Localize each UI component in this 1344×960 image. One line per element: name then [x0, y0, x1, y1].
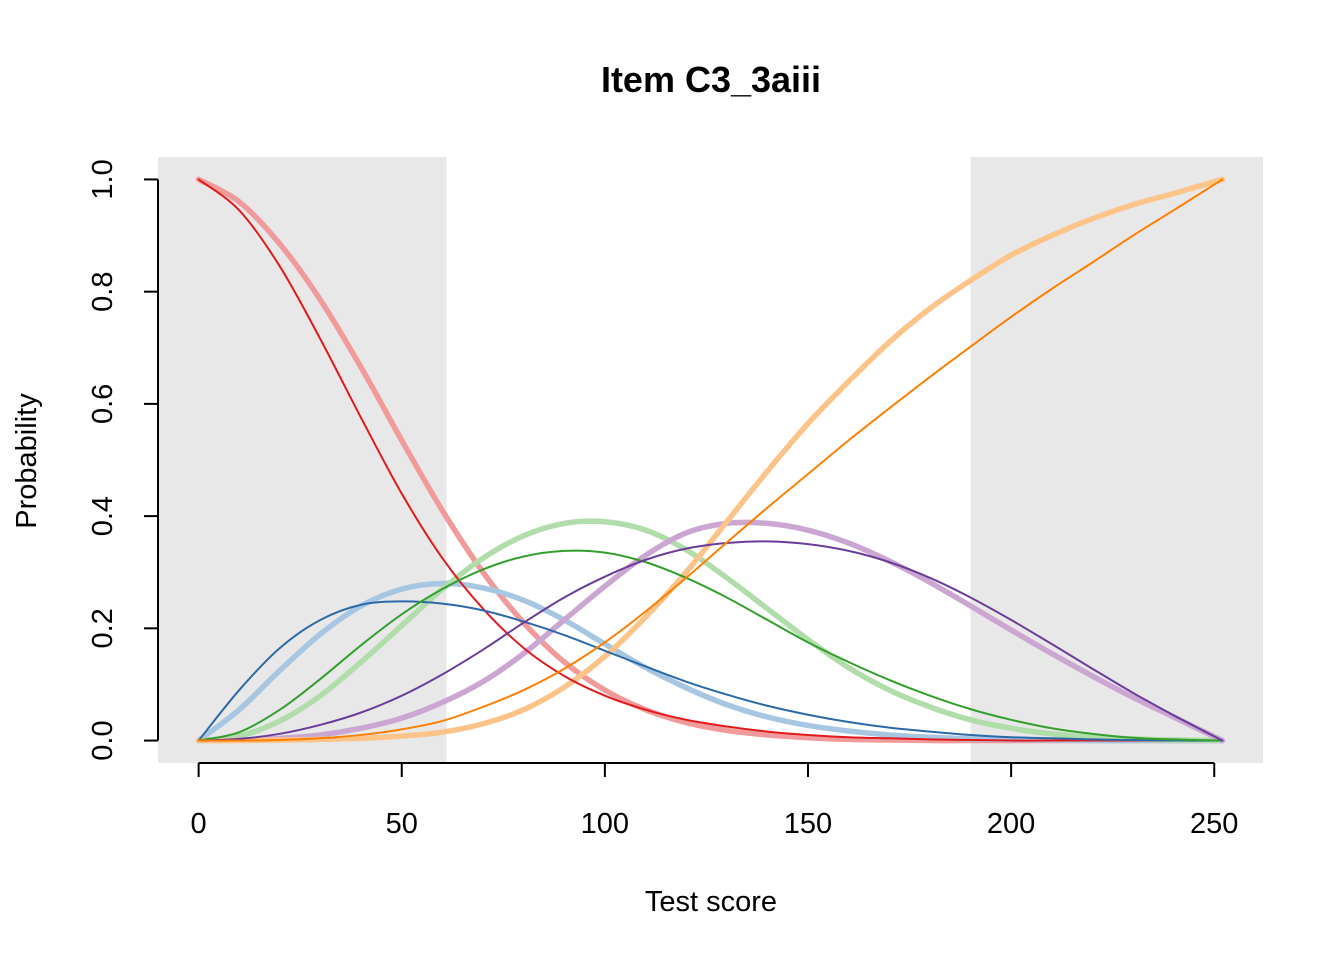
y-tick-label-0: 0.0	[87, 720, 119, 760]
series-line-7	[197, 540, 1224, 742]
x-tick-label-1: 50	[386, 808, 418, 840]
series-line-5	[197, 549, 1224, 742]
series-line-9	[197, 178, 1224, 742]
x-tick-label-3: 150	[784, 808, 832, 840]
series-line-6	[195, 519, 1226, 744]
x-tick-label-4: 200	[987, 808, 1035, 840]
y-tick-label-2: 0.4	[87, 496, 119, 536]
y-tick-label-4: 0.8	[87, 272, 119, 312]
series-line-1	[197, 178, 1224, 742]
shaded-region-0	[158, 157, 447, 763]
series-line-3	[197, 600, 1224, 742]
x-tick-label-0: 0	[191, 808, 207, 840]
axes: 0 50 100 150 200 250 0.0 0.2 0.4 0.6 0.8 1.0	[87, 159, 1238, 840]
y-axis-label: Probability	[11, 393, 43, 529]
shaded-regions	[158, 157, 1263, 763]
y-tick-label-1: 0.2	[87, 608, 119, 648]
chart-title: Item C3_3aiii	[601, 59, 821, 100]
x-tick-label-5: 250	[1190, 808, 1238, 840]
x-axis-label: Test score	[645, 886, 777, 918]
shaded-region-1	[970, 157, 1263, 763]
series-line-4	[195, 518, 1226, 744]
y-tick-label-5: 1.0	[87, 159, 119, 199]
y-tick-label-3: 0.6	[87, 384, 119, 424]
series-layer	[195, 176, 1226, 744]
x-tick-label-2: 100	[581, 808, 629, 840]
